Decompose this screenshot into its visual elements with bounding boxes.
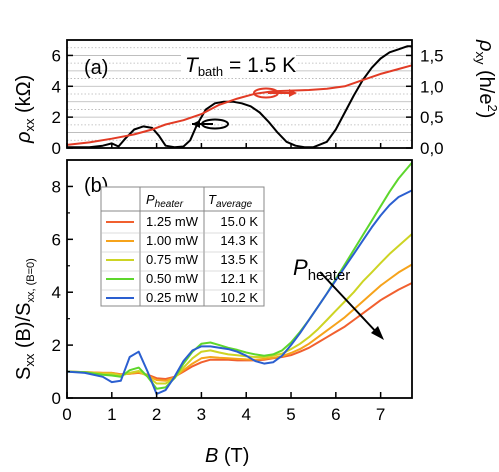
annotation-temperature: Tbath = 1.5 K [185,54,296,79]
legend-header-temperature: Taverage [208,192,253,210]
rho-xy-curve [66,64,413,146]
panel-b-y-tick-label: 6 [52,230,61,249]
panel-a-series [66,45,413,149]
panel-a-right-tick-label: 0,0 [420,139,444,158]
panel-a-ticks: 0 2 4 6 0,0 0,5 1,0 1,5 [52,46,444,158]
legend-temperature: 15.0 K [220,214,258,229]
panel-b-x-tick-label: 3 [197,405,206,424]
panel-a-frame [66,39,413,149]
legend-box [100,186,265,307]
panel-a-right-ylabel: ρxy (h/e2) [473,39,499,118]
panel-b-x-tick-label: 0 [62,405,71,424]
panel-a-left-tick-label: 0 [52,139,61,158]
panel-a: 0 2 4 6 0,0 0,5 1,0 1,5 (a) Tbath = 1.5 K ρxx (… [13,39,499,158]
panel-b-x-tick-label: 7 [376,405,385,424]
rho-xx-curve [67,45,412,149]
sxx-curve [66,161,413,390]
panel-b-series [66,161,413,395]
panel-b-ylabel: Sxx (B)/Sxx, (B=0) [13,258,37,380]
pheater-arrow [319,271,384,340]
panel-b-x-tick-label: 2 [152,405,161,424]
legend-temperature: 13.5 K [220,252,258,267]
legend-power: 0.75 mW [146,252,199,267]
legend-power: 0.25 mW [146,290,199,305]
panel-a-grid [67,47,412,141]
marker-black-curve [192,118,229,130]
panel-a-left-tick-label: 6 [52,46,61,65]
legend-header-power: Pheater [146,192,184,210]
panel-b-y-tick-label: 2 [52,336,61,355]
marker-red-curve [253,87,297,99]
legend-power: 0.50 mW [146,271,199,286]
panel-b-y-tick-label: 0 [52,389,61,408]
legend: Pheater Taverage 1.25 mW 15.0 K 1.00 mW 14.… [100,186,265,307]
panel-a-left-tick-label: 2 [52,108,61,127]
panel-a-left-tick-label: 4 [52,77,61,96]
panel-b-y-tick-label: 4 [52,283,61,302]
panel-b-xlabel: B (T) [205,445,249,467]
legend-temperature: 12.1 K [220,271,258,286]
panel-b-y-tick-label: 8 [52,177,61,196]
panel-b-frame [66,159,413,399]
panel-a-label: (a) [84,57,108,79]
legend-temperature: 14.3 K [220,233,258,248]
panel-b-x-tick-label: 6 [331,405,340,424]
panel-b-x-tick-label: 5 [286,405,295,424]
legend-rows: 1.25 mW 15.0 K 1.00 mW 14.3 K 0.75 mW 13.5 K 0… [101,214,264,305]
panel-b-x-tick-label: 4 [241,405,250,424]
legend-power: 1.00 mW [146,233,199,248]
pheater-arrow-label: Pheater [293,255,350,284]
panel-a-right-tick-label: 1,0 [420,77,444,96]
panel-a-right-tick-label: 1,5 [420,46,444,65]
panel-a-right-tick-label: 0,5 [420,108,444,127]
sxx-curve [66,189,413,395]
legend-temperature: 10.2 K [220,290,258,305]
legend-power: 1.25 mW [146,214,199,229]
panel-b-x-tick-label: 1 [107,405,116,424]
panel-a-left-ylabel: ρxx (kΩ) [13,75,37,144]
panel-b-ticks: 0 2 4 6 8 0 1 2 3 4 5 6 7 [52,177,386,424]
annotation-background [181,50,296,78]
